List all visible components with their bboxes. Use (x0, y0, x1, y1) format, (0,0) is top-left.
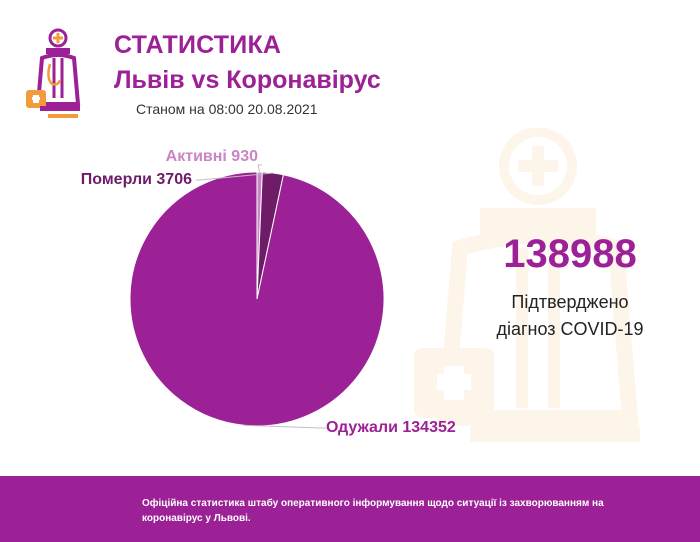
pie-leader-1 (196, 172, 273, 181)
doctor-watermark-icon (414, 128, 640, 442)
confirmed-caption-line1: Підтверджено (511, 292, 629, 312)
pie-slice-0 (129, 171, 385, 427)
confirmed-caption-line2: діагноз COVID-19 (496, 319, 644, 339)
pie-leader-0 (243, 424, 326, 429)
footer-bar: Офіційна статистика штабу оперативного і… (0, 476, 700, 542)
page-subtitle: Львів vs Коронавірус (114, 66, 381, 94)
pie-leader-2 (257, 164, 262, 173)
doctor-logo-icon (26, 28, 81, 118)
page-title: СТАТИСТИКА (114, 31, 282, 59)
confirmed-caption: Підтверджено діагноз COVID-19 (470, 289, 670, 343)
footer-text: Офіційна статистика штабу оперативного і… (142, 498, 604, 524)
pie-label-0: Одужали 134352 (326, 419, 456, 436)
confirmed-count: 138988 (503, 232, 637, 276)
pie-label-1: Померли 3706 (81, 171, 192, 188)
pie-chart: Одужали 134352 Померли 3706 Активні 930 (81, 148, 456, 436)
pie-label-2: Активні 930 (166, 148, 258, 165)
date-line: Станом на 08:00 20.08.2021 (136, 101, 318, 117)
